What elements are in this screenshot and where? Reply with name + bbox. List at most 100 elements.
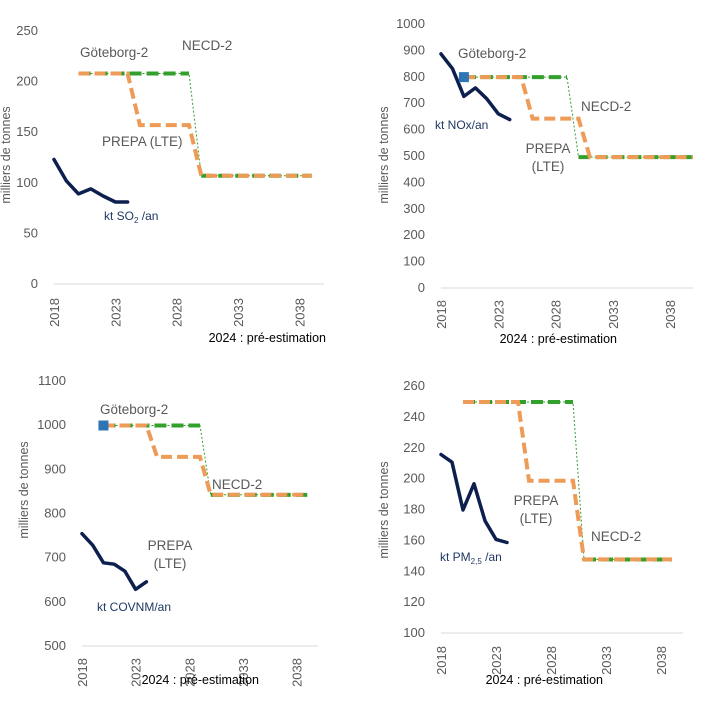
label-prepa: PREPA [526,141,571,156]
label-necd: NECD-2 [591,529,641,544]
y-tick-label: 220 [403,440,425,455]
label-prepa2: (LTE) [520,511,553,526]
estimate-note: 2024 : pré-estimation [500,332,617,346]
estimate-note: 2024 : pré-estimation [486,673,603,687]
x-tick-label: 2028 [182,658,197,687]
x-tick-label: 2033 [606,300,621,329]
series-observed-line [439,452,509,545]
y-axis-label: milliers de tonnes [17,441,31,538]
series-necd-line [78,73,312,177]
label-prepa2: (LTE) [532,159,565,174]
series-observed-line [52,157,130,204]
goteborg-marker [458,72,469,83]
label-observed-subscript: 2,5 [471,557,483,566]
x-tick-label: 2023 [489,646,504,675]
label-prepa: PREPA [514,493,559,508]
goteborg-marker [98,420,109,431]
series-observed-line [439,52,512,122]
x-tick-label: 2038 [290,658,305,687]
y-tick-label: 1100 [38,373,66,388]
y-tick-label: 200 [403,227,425,242]
label-observed-unit: kt PM2,5 /an [440,550,502,566]
x-tick-label: 2018 [75,658,90,687]
chart-nox: 0 100 200 300 400 500 600 700 800 900 1000 2018 2023… [355,0,709,355]
y-tick-label: 300 [403,201,425,216]
x-tick-label: 2028 [170,298,185,327]
y-tick-label: 200 [16,74,38,89]
chart-nox-svg: 0 100 200 300 400 500 600 700 800 900 1000 2018 2023… [377,16,693,346]
y-tick-label: 260 [403,378,425,393]
x-tick-label: 2028 [549,300,564,329]
y-tick-label: 240 [403,409,425,424]
y-tick-label: 120 [403,594,425,609]
chart-so2-svg: 0 50 100 150 200 250 2018 2023 2028 2033 2038 milli… [0,23,326,345]
label-goteborg: Göteborg-2 [458,46,526,61]
label-observed-main: kt COVNM/an [97,600,171,614]
y-tick-label: 800 [44,506,66,521]
x-tick-label: 2033 [599,646,614,675]
x-tick-label: 2033 [231,298,246,327]
y-tick-label: 140 [403,563,425,578]
label-observed-tail: /an [138,209,158,223]
x-tick-label: 2018 [434,646,449,675]
label-goteborg: Göteborg-2 [80,45,148,60]
label-observed-unit: kt COVNM/an [97,600,171,614]
label-goteborg: Göteborg-2 [100,402,168,417]
y-tick-label: 600 [403,122,425,137]
label-prepa: PREPA [148,538,193,553]
y-tick-label: 700 [403,95,425,110]
y-tick-label: 900 [44,461,66,476]
y-tick-label: 180 [403,502,425,517]
series-observed-line [80,531,149,592]
x-tick-label: 2028 [544,646,559,675]
x-tick-label: 2018 [47,298,62,327]
series-necd-line [103,425,308,496]
estimate-note: 2024 : pré-estimation [209,331,326,345]
y-tick-label: 400 [403,174,425,189]
chart-pm25: 100 120 140 160 180 200 220 240 260 2018 2023 2028 2… [355,355,709,711]
label-observed-unit: kt SO2 /an [104,209,158,225]
y-tick-label: 100 [403,254,425,269]
label-observed-tail: /an [482,550,502,564]
label-prepa2: (LTE) [154,556,187,571]
y-tick-label: 100 [16,175,38,190]
series-necd-line [463,401,672,560]
y-tick-label: 200 [403,471,425,486]
y-tick-label: 0 [418,280,425,295]
y-tick-label: 600 [44,594,66,609]
label-prepa: PREPA (LTE) [102,134,183,149]
chart-covnm: 500 600 700 800 900 1000 1100 2018 2023 2028 2033 2… [0,355,350,711]
y-tick-label: 800 [403,69,425,84]
series-prepa-line [78,71,312,178]
y-tick-label: 500 [403,148,425,163]
label-observed-main: kt NOx/an [435,118,488,132]
y-tick-label: 500 [44,638,66,653]
label-necd: NECD-2 [182,38,232,53]
x-tick-label: 2038 [292,298,307,327]
estimate-note: 2024 : pré-estimation [142,673,259,687]
label-observed-main: kt SO [104,209,134,223]
x-tick-label: 2038 [654,646,669,675]
y-tick-label: 1000 [37,417,66,432]
x-tick-label: 2023 [129,658,144,687]
series-prepa-line [463,75,693,160]
label-observed-unit: kt NOx/an [435,118,488,132]
y-tick-label: 100 [403,625,425,640]
series-prepa-line [463,400,672,562]
y-axis-label: milliers de tonnes [377,461,391,558]
y-axis-label: milliers de tonnes [0,106,13,203]
y-tick-label: 0 [31,276,38,291]
y-tick-label: 250 [16,23,38,38]
y-tick-label: 160 [403,532,425,547]
label-observed-main: kt PM [440,550,471,564]
label-necd: NECD-2 [581,99,631,114]
label-observed-subscript: 2 [134,216,139,225]
x-tick-label: 2023 [491,300,506,329]
series-prepa-line [103,423,308,497]
y-tick-label: 150 [16,124,38,139]
x-tick-label: 2033 [236,658,251,687]
x-tick-label: 2038 [663,300,678,329]
x-tick-label: 2018 [434,300,449,329]
